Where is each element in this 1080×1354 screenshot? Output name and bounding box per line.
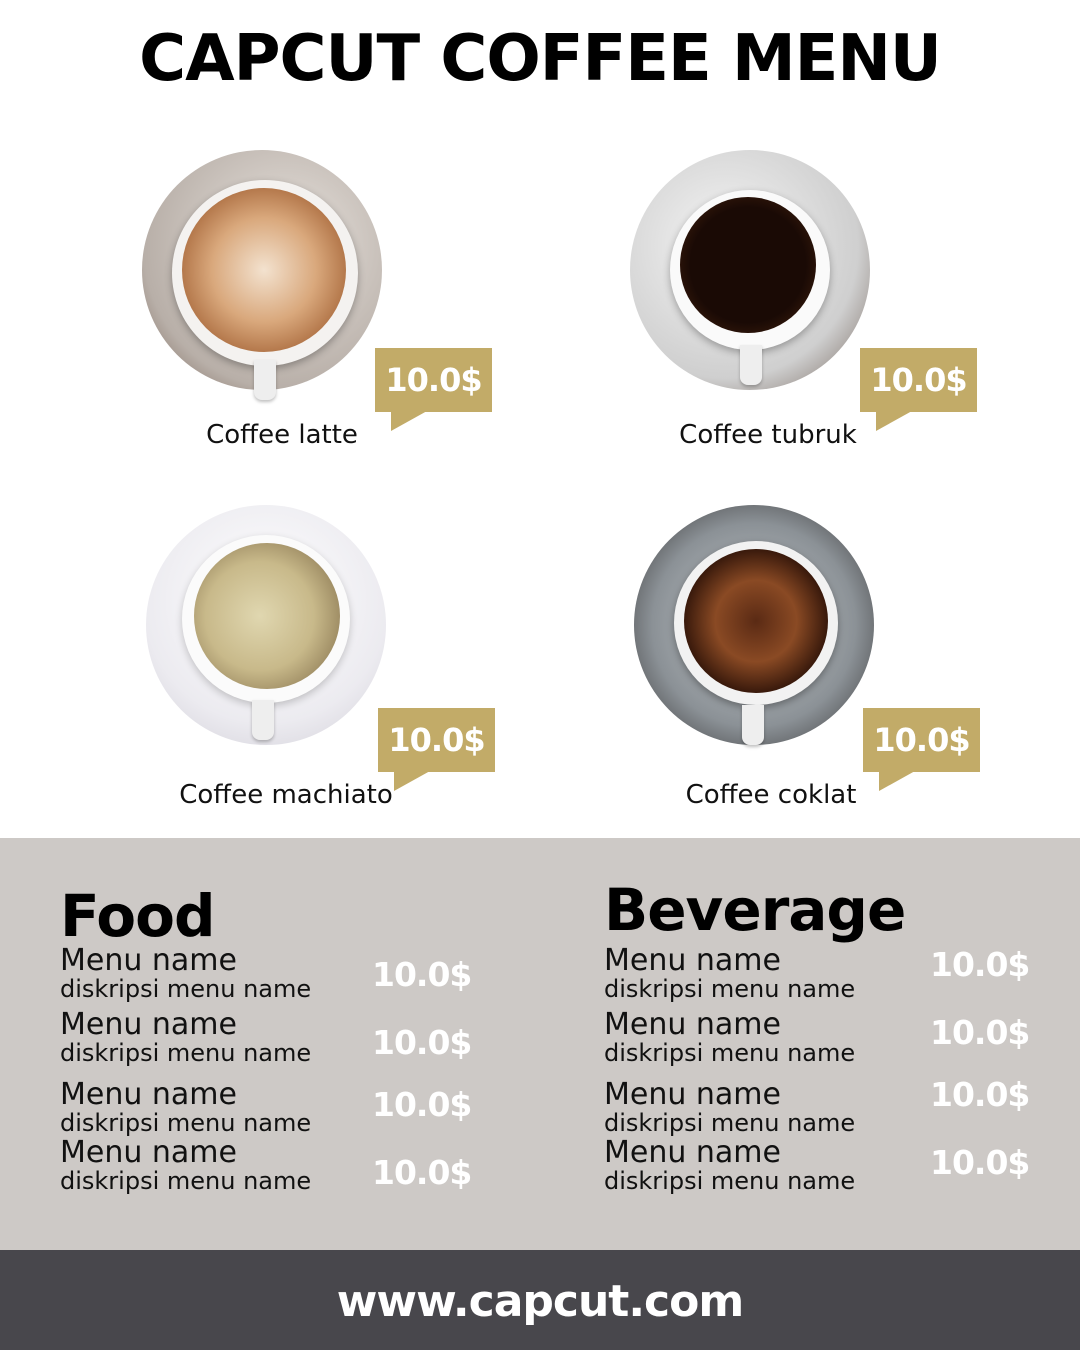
price-tag: 10.0$ xyxy=(378,708,495,791)
beverage-title: Beverage xyxy=(604,876,906,944)
menu-item-description: diskripsi menu name xyxy=(60,1039,312,1067)
coffee-coklat-image xyxy=(634,505,874,745)
menu-item-description: diskripsi menu name xyxy=(604,1039,856,1067)
menu-item-name: Menu name xyxy=(604,943,781,978)
menu-item-price: 10.0$ xyxy=(372,955,472,994)
page-title: CAPCUT COFFEE MENU xyxy=(139,22,942,96)
menu-item-description: diskripsi menu name xyxy=(604,1109,856,1137)
food-title: Food xyxy=(60,882,215,950)
menu-item-price: 10.0$ xyxy=(372,1023,472,1062)
price-tag: 10.0$ xyxy=(375,348,492,431)
menu-item-price: 10.0$ xyxy=(930,1075,1030,1114)
menu-item-description: diskripsi menu name xyxy=(60,1109,312,1137)
menu-item-description: diskripsi menu name xyxy=(60,1167,312,1195)
coffee-tubruk-image xyxy=(630,150,870,390)
menu-item-price: 10.0$ xyxy=(930,1143,1030,1182)
menu-item-price: 10.0$ xyxy=(930,945,1030,984)
coffee-name: Coffee latte xyxy=(206,420,358,450)
menu-item-name: Menu name xyxy=(60,1135,237,1170)
coffee-name: Coffee coklat xyxy=(685,780,857,810)
coffee-name: Coffee machiato xyxy=(179,780,393,810)
menu-item-description: diskripsi menu name xyxy=(604,975,856,1003)
menu-item-name: Menu name xyxy=(60,943,237,978)
menu-item-name: Menu name xyxy=(604,1007,781,1042)
menu-item-description: diskripsi menu name xyxy=(604,1167,856,1195)
menu-item-price: 10.0$ xyxy=(372,1153,472,1192)
menu-item-name: Menu name xyxy=(60,1077,237,1112)
footer: www.capcut.com xyxy=(0,1250,1080,1350)
website-link[interactable]: www.capcut.com xyxy=(336,1276,744,1327)
price-tag: 10.0$ xyxy=(860,348,977,431)
menu-item-name: Menu name xyxy=(604,1077,781,1112)
menu-item-name: Menu name xyxy=(604,1135,781,1170)
menu-item-price: 10.0$ xyxy=(372,1085,472,1124)
coffee-machiato-image xyxy=(146,505,386,745)
menu-item-description: diskripsi menu name xyxy=(60,975,312,1003)
coffee-name: Coffee tubruk xyxy=(679,420,857,450)
menu-item-name: Menu name xyxy=(60,1007,237,1042)
menu-list-panel: Food Beverage xyxy=(0,838,1080,1250)
menu-item-price: 10.0$ xyxy=(930,1013,1030,1052)
price-tag: 10.0$ xyxy=(863,708,980,791)
coffee-latte-image xyxy=(142,150,382,400)
